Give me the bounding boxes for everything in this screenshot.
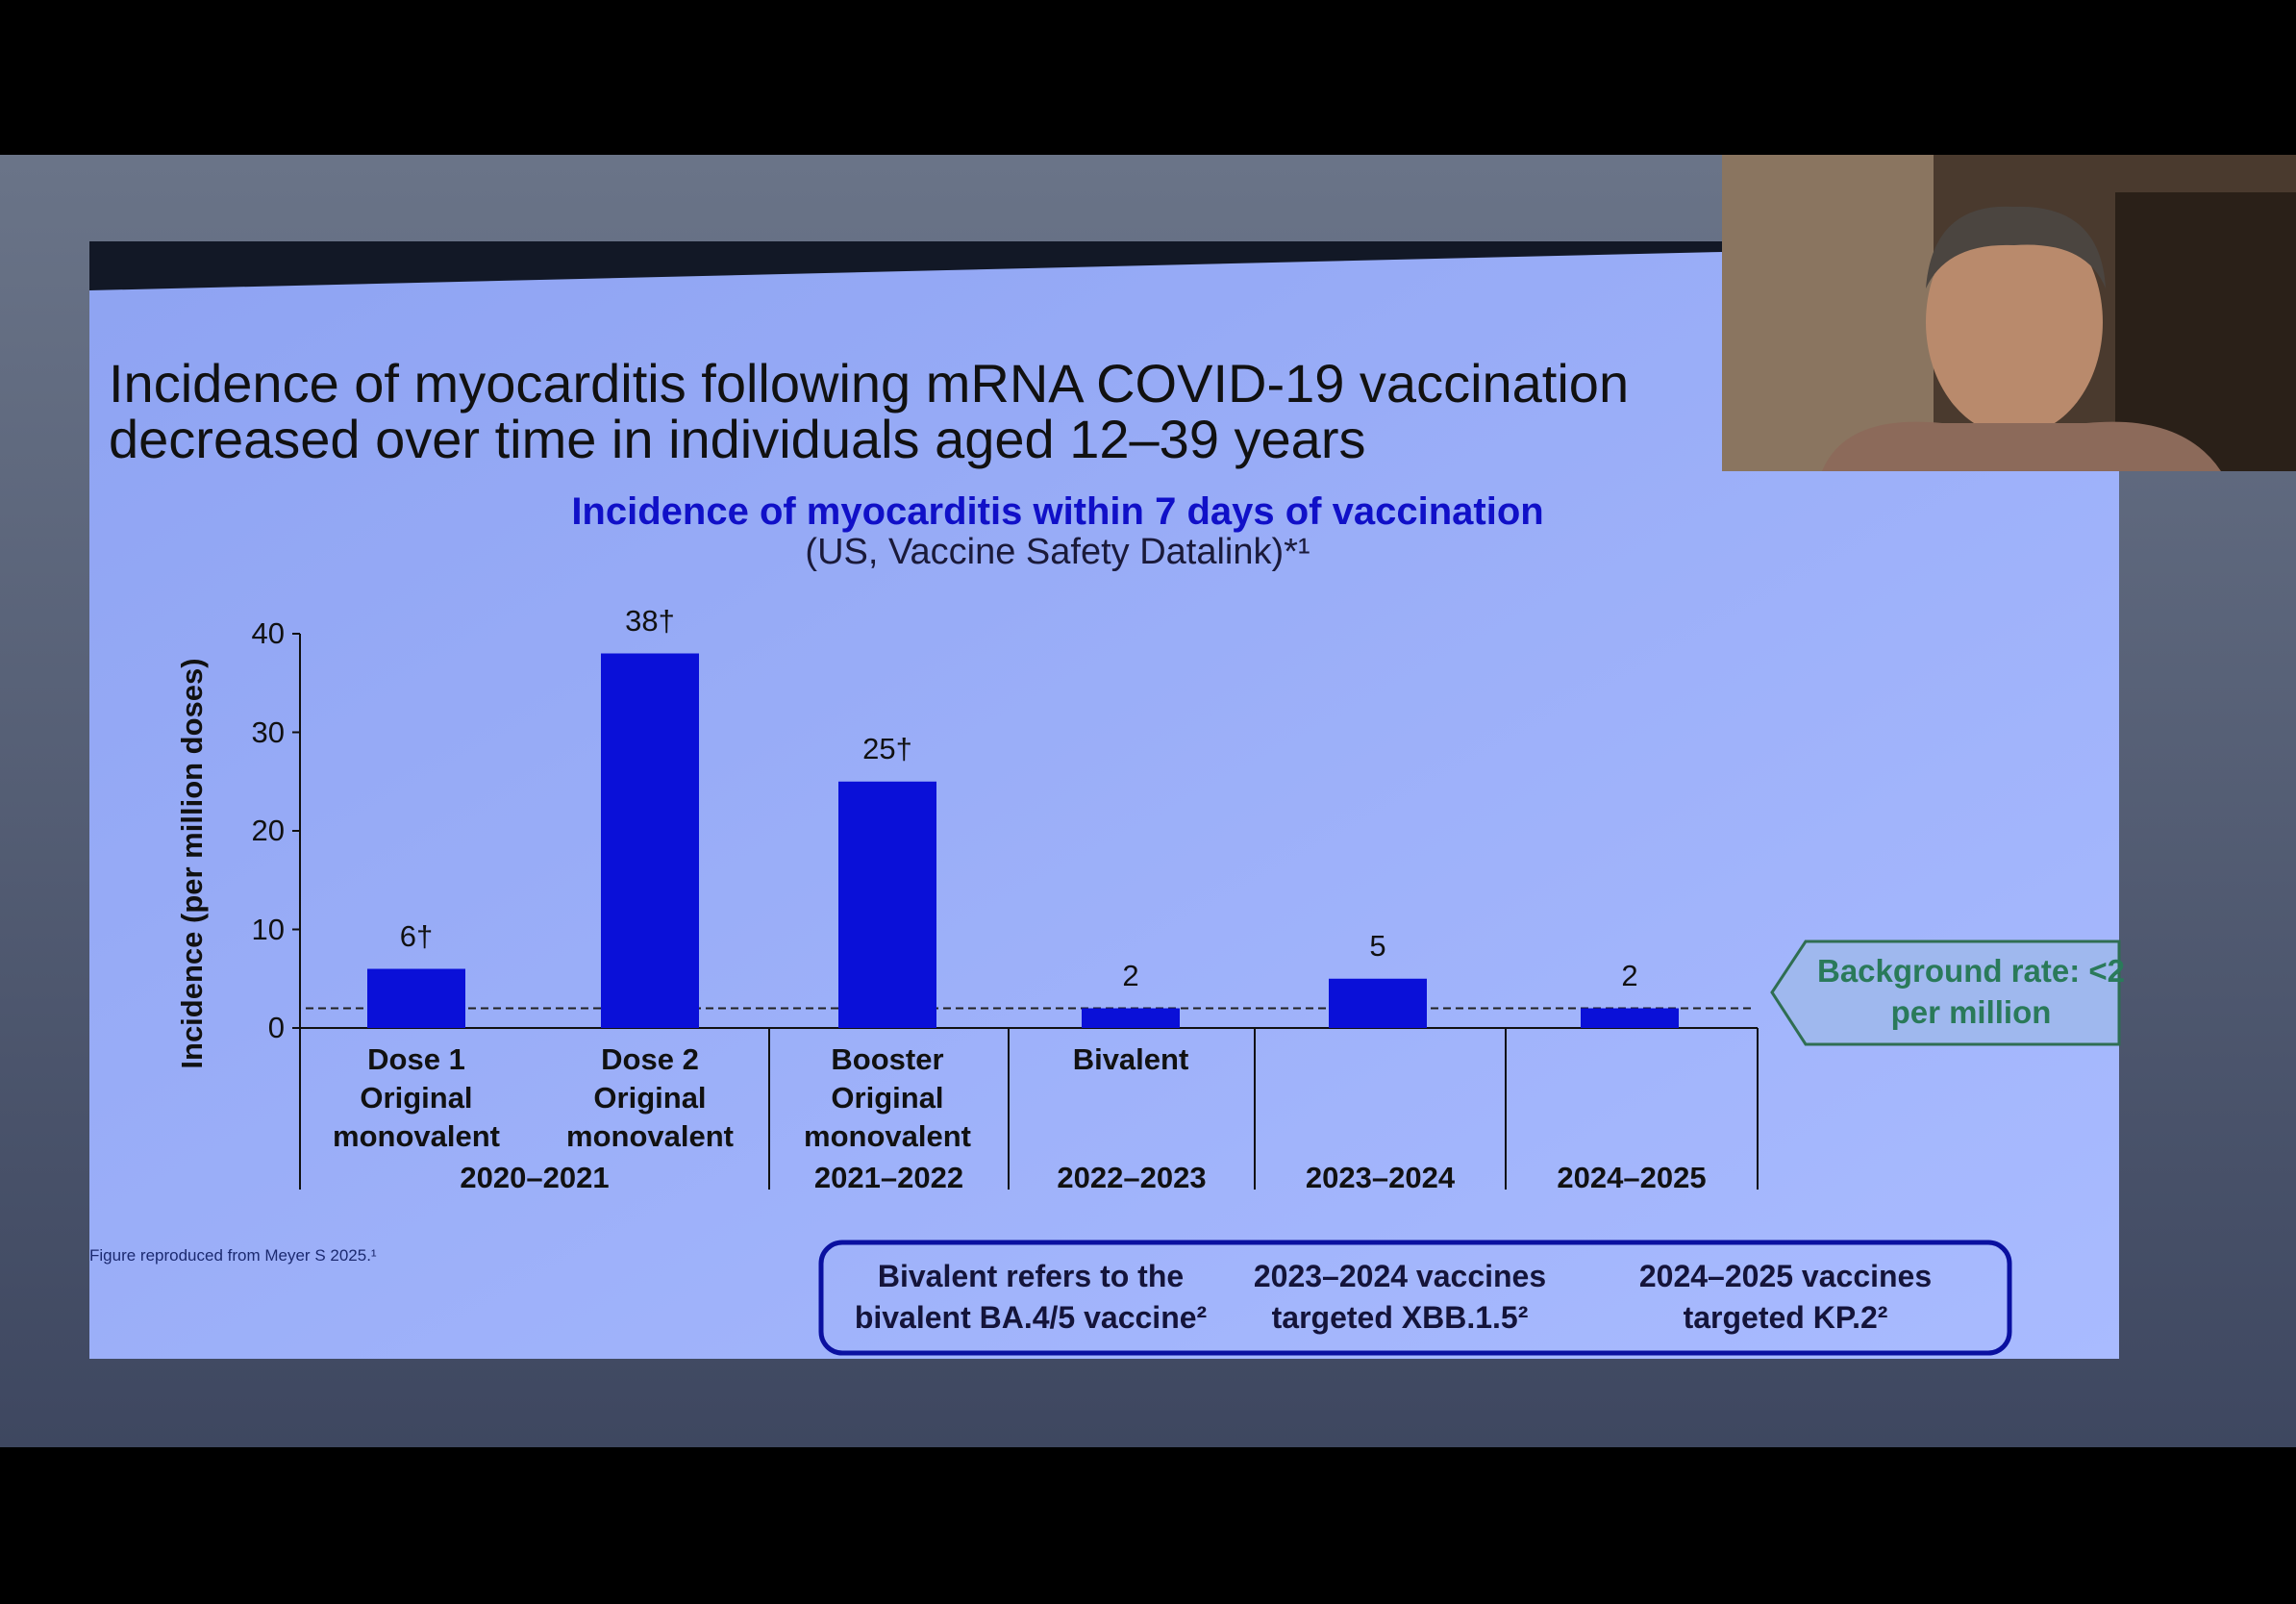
value-label: 2 [1122, 958, 1139, 992]
bar [838, 781, 936, 1028]
y-tick-label: 0 [267, 1011, 285, 1044]
x-tick-label: Booster Original monovalent [804, 1042, 971, 1153]
slide-edge [89, 241, 1722, 290]
period-label: 2022–2023 [1057, 1161, 1207, 1194]
value-label: 5 [1369, 928, 1386, 963]
period-label: 2020–2021 [460, 1161, 610, 1194]
x-tick-label: Bivalent [1072, 1042, 1189, 1076]
note: 2023–2024 vaccines targeted XBB.1.5² [1253, 1259, 1547, 1335]
slide-title: Incidence of myocarditis following mRNA … [109, 353, 1630, 469]
y-tick-label: 10 [251, 912, 285, 946]
y-tick-label: 40 [251, 616, 285, 650]
value-label: 2 [1621, 958, 1638, 992]
webcam [1722, 155, 2296, 471]
x-tick-label: Dose 1 Original monovalent [333, 1042, 500, 1153]
background-rate-label: Background rate: <2 per million [1816, 953, 2125, 1030]
value-label: 6† [399, 918, 434, 953]
note: 2024–2025 vaccines targeted KP.2² [1638, 1259, 1933, 1335]
chart-subtitle: (US, Vaccine Safety Datalink)*¹ [805, 532, 1310, 572]
bar [601, 653, 699, 1028]
bar [367, 968, 465, 1028]
background-rate-callout [1770, 940, 2121, 1046]
bar [1082, 1008, 1180, 1028]
y-tick-label: 30 [251, 714, 285, 749]
period-label: 2024–2025 [1557, 1161, 1707, 1194]
bar [1329, 978, 1427, 1028]
period-label: 2021–2022 [813, 1161, 964, 1194]
y-tick-label: 20 [251, 814, 285, 847]
chart-title: Incidence of myocarditis within 7 days o… [571, 490, 1544, 533]
notes-box [818, 1240, 2012, 1356]
source-note: Figure reproduced from Meyer S 2025.¹ [89, 1246, 377, 1265]
bar [1581, 1008, 1679, 1028]
note: Bivalent refers to the bivalent BA.4/5 v… [854, 1259, 1208, 1335]
period-label: 2023–2024 [1305, 1161, 1456, 1194]
value-label: 25† [862, 731, 912, 765]
x-tick-label: Dose 2 Original monovalent [566, 1042, 734, 1153]
value-label: 38† [625, 603, 675, 638]
